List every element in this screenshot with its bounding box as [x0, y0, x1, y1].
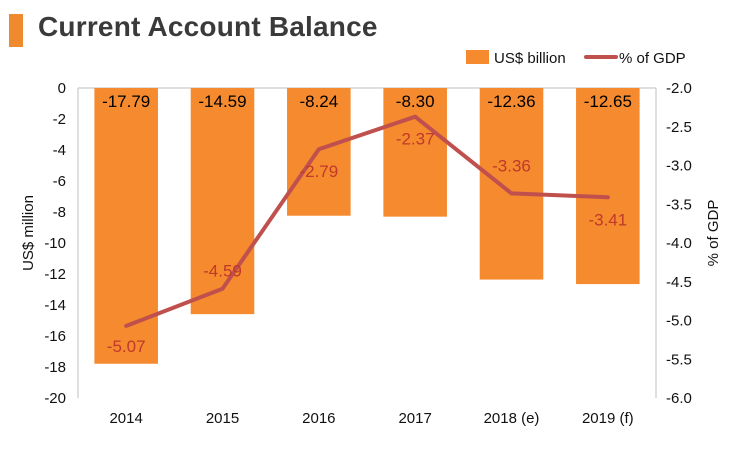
x-tick-label: 2014	[109, 410, 142, 427]
y2-tick-label: -3.5	[666, 196, 692, 213]
bar	[190, 88, 255, 315]
y-tick-label: -14	[44, 297, 66, 314]
y2-tick-label: -2.0	[666, 80, 692, 97]
x-tick-label: 2015	[206, 410, 239, 427]
y2-tick-label: -5.0	[666, 313, 692, 330]
y-tick-label: -12	[44, 266, 66, 283]
bar-value-label: -12.36	[487, 92, 535, 111]
x-tick-label: 2016	[302, 410, 335, 427]
y2-tick-label: -4.0	[666, 235, 692, 252]
y-axis-title: US$ million	[20, 195, 37, 271]
y2-tick-label: -4.5	[666, 274, 692, 291]
y-tick-label: -18	[44, 359, 66, 376]
y-tick-label: -10	[44, 235, 66, 252]
bar-value-label: -8.30	[396, 92, 435, 111]
y-tick-label: 0	[58, 80, 66, 97]
y-tick-label: -4	[53, 142, 66, 159]
y-tick-label: -20	[44, 390, 66, 407]
y-tick-label: -16	[44, 328, 66, 345]
legend-line-label: % of GDP	[619, 50, 686, 67]
y-tick-label: -8	[53, 204, 66, 221]
line-value-label: -3.36	[492, 156, 531, 175]
line-value-label: -3.41	[588, 210, 627, 229]
bar-value-label: -12.65	[584, 92, 632, 111]
bar	[94, 88, 158, 364]
bar-value-label: -14.59	[198, 92, 246, 111]
x-tick-label: 2018 (e)	[484, 410, 540, 427]
x-tick-label: 2017	[398, 410, 431, 427]
bar	[383, 88, 447, 217]
legend-bar-swatch	[466, 50, 489, 64]
line-value-label: -4.59	[203, 262, 242, 281]
y-tick-label: -6	[53, 173, 66, 190]
legend-bar-label: US$ billion	[494, 50, 566, 67]
y2-axis-title: % of GDP	[705, 200, 722, 267]
y-tick-label: -2	[53, 111, 66, 128]
line-value-label: -5.07	[107, 337, 146, 356]
bar	[576, 88, 640, 285]
bar-value-label: -8.24	[299, 92, 338, 111]
title-accent-bar	[9, 14, 23, 47]
line-value-label: -2.79	[299, 162, 338, 181]
y2-tick-label: -6.0	[666, 390, 692, 407]
chart-title: Current Account Balance	[38, 11, 378, 42]
y2-tick-label: -2.5	[666, 119, 692, 136]
bar	[479, 88, 544, 280]
line-value-label: -2.37	[396, 130, 435, 149]
gdp-series-line	[124, 114, 610, 328]
y2-tick-label: -3.0	[666, 158, 692, 175]
y2-tick-label: -5.5	[666, 351, 692, 368]
bar-value-label: -17.79	[102, 92, 150, 111]
x-tick-label: 2019 (f)	[582, 410, 634, 427]
